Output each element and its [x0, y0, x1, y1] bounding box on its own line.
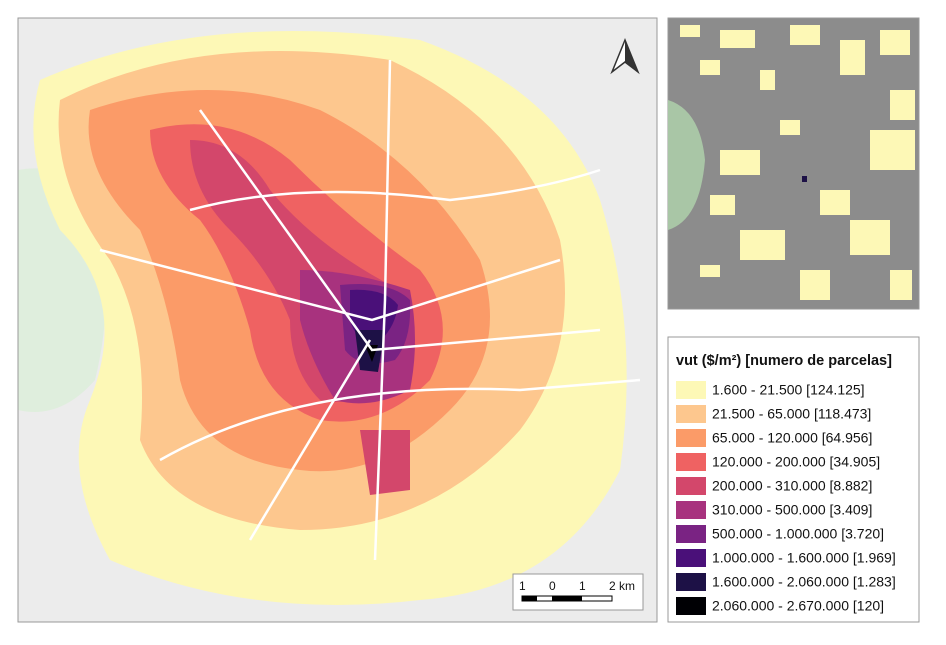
- north-arrow: [610, 38, 640, 75]
- legend-title: vut ($/m²) [numero de parcelas]: [676, 353, 892, 369]
- road: [198, 109, 601, 352]
- road: [373, 59, 392, 561]
- legend-label: 21.500 - 65.000 [118.473]: [712, 406, 871, 422]
- road: [159, 378, 641, 462]
- map-frame: [17, 17, 658, 623]
- scale-bar: 1 0 1 2 km: [519, 579, 635, 602]
- legend-label: 65.000 - 120.000 [64.956]: [712, 430, 872, 446]
- legend-swatch: [676, 525, 706, 543]
- scale-bar-box: [512, 573, 644, 611]
- legend-swatch: [676, 477, 706, 495]
- scale-label: 1: [579, 579, 586, 593]
- legend-swatch: [676, 381, 706, 399]
- scale-label: 2 km: [609, 579, 635, 593]
- scale-label: 1: [519, 579, 526, 593]
- legend: 1.600 - 21.500 [124.125] 21.500 - 65.000 …: [676, 381, 896, 615]
- legend-label: 500.000 - 1.000.000 [3.720]: [712, 526, 884, 542]
- legend-swatch: [676, 429, 706, 447]
- legend-swatch: [676, 405, 706, 423]
- legend-label: 310.000 - 500.000 [3.409]: [712, 502, 872, 518]
- road: [189, 168, 601, 212]
- legend-swatch: [676, 501, 706, 519]
- legend-swatch: [676, 597, 706, 615]
- legend-label: 1.600 - 21.500 [124.125]: [712, 382, 865, 398]
- legend-swatch: [676, 573, 706, 591]
- legend-label: 1.000.000 - 1.600.000 [1.969]: [712, 550, 896, 566]
- legend-swatch: [676, 453, 706, 471]
- legend-box: [667, 336, 920, 623]
- legend-label: 1.600.000 - 2.060.000 [1.283]: [712, 574, 896, 590]
- legend-label: 120.000 - 200.000 [34.905]: [712, 454, 880, 470]
- road: [99, 248, 561, 322]
- legend-swatch: [676, 549, 706, 567]
- legend-label: 2.060.000 - 2.670.000 [120]: [712, 598, 884, 614]
- legend-label: 200.000 - 310.000 [8.882]: [712, 478, 872, 494]
- road: [248, 339, 372, 541]
- scale-label: 0: [549, 579, 556, 593]
- main-map: [18, 18, 657, 622]
- inset-map: [667, 17, 920, 310]
- zone-5b: [360, 430, 410, 495]
